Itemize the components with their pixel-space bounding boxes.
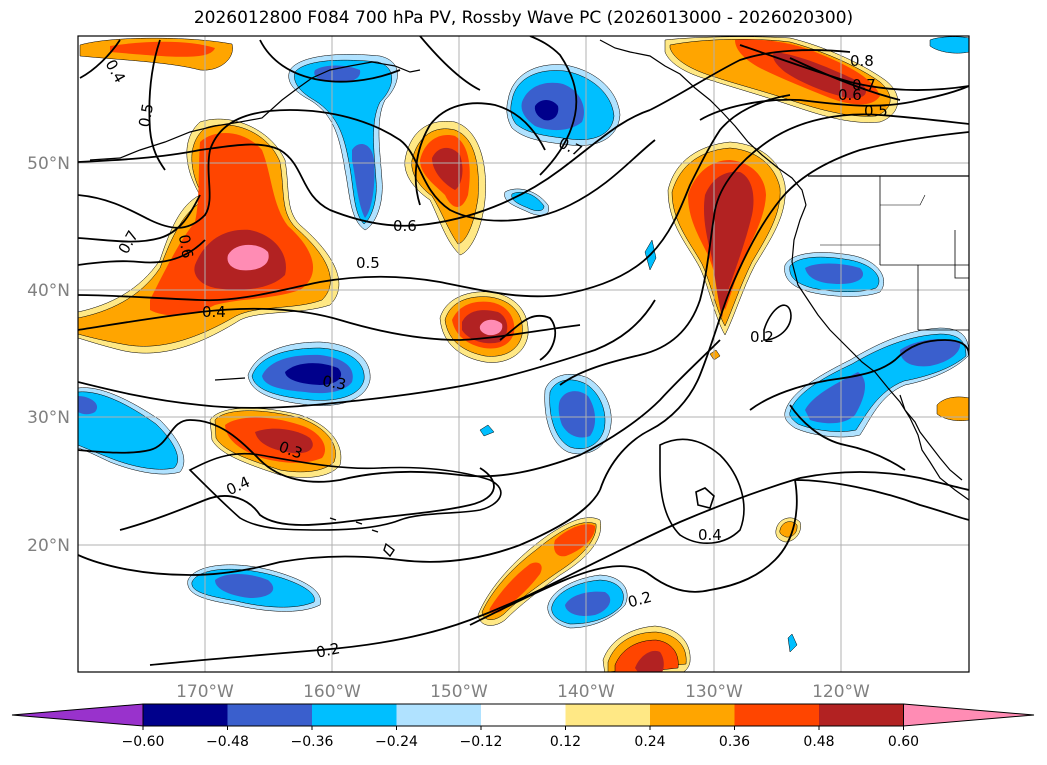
lon-label-140w: 140°W [557,682,615,702]
coastlines [89,39,969,558]
contour [649,49,851,111]
contour [78,489,601,576]
colorbar-tick-label: 0.24 [634,734,665,750]
colorbar-segment [734,704,819,726]
colorbar-tick-label: 0.36 [719,734,750,750]
lat-label-20n: 20°N [27,536,70,556]
map-title: 2026012800 F084 700 hPa PV, Rossby Wave … [193,8,854,28]
shade-negative [479,424,495,437]
colorbar-segment [819,704,904,726]
coastline-bc [599,39,807,206]
contour-label: 0.8 [850,52,874,70]
colorbar-segment [396,704,481,726]
colorbar-segment [650,704,735,726]
contour [749,339,969,411]
colorbar-extend-min [11,703,144,727]
lat-label-40n: 40°N [27,281,70,301]
contour [763,304,792,341]
gridlines [78,36,969,672]
contour-label: 0.2 [626,588,654,612]
colorbar-tick-label: 0.48 [803,734,834,750]
contour [469,479,798,626]
contour [78,94,791,302]
contour [739,44,969,91]
lon-label-160w: 160°W [303,682,361,702]
contour [789,57,901,101]
hawaii-islands [329,517,395,558]
contour [78,109,651,227]
colorbar-tick-label: −0.60 [122,734,165,750]
colorbar-segment [481,704,566,726]
map-frame [77,35,970,673]
contour [794,479,969,521]
contour [789,404,906,471]
colorbar-tick-label: −0.48 [206,734,249,750]
contour-label: 0.6 [175,233,197,260]
contour [499,314,557,361]
colorbar-tick-label: −0.36 [291,734,334,750]
coastline-baja [899,394,963,481]
contour [78,307,581,341]
contour [78,339,721,483]
contour [78,239,206,266]
contour-label: 0.2 [314,639,341,662]
contour-label: 0.7 [852,76,876,94]
lon-label-120w: 120°W [812,682,870,702]
contour [79,39,121,79]
shading-layer [78,36,969,672]
contour [699,85,969,121]
contour [149,477,801,666]
lat-label-50n: 50°N [27,154,70,174]
pv-contours [78,36,969,666]
map-plot-area: 0.4 0.5 0.7 0.6 0.6 0.5 0.4 0.7 0.8 0.7 … [78,36,969,672]
contour [259,39,401,83]
contour [659,438,745,545]
contour [419,36,481,91]
shade-negative [929,36,969,54]
lon-label-130w: 130°W [685,682,743,702]
contour [414,102,546,206]
contour-label: 0.6 [838,86,862,104]
contour-label: 0.5 [864,102,888,120]
colorbar: −0.60 −0.48 −0.36 −0.24 −0.12 0.12 0.24 0.36 0.4… [11,703,1035,750]
contour [529,36,578,176]
colorbar-tick-label: −0.24 [375,734,418,750]
contour [119,467,495,531]
contour-label: 0.5 [356,254,380,272]
contour-label: 0.4 [202,303,226,321]
contour-label: 0.6 [393,217,417,235]
contour [188,452,502,531]
contour [599,131,969,491]
colorbar-segment [227,704,312,726]
contour [78,194,201,243]
colorbar-tick-label: 0.12 [550,734,581,750]
contour [148,39,166,171]
lon-label-170w: 170°W [176,682,234,702]
contour-label: 0.3 [321,372,348,394]
coastline-us-west [791,204,969,501]
colorbar-frame [142,703,904,727]
lon-label-150w: 150°W [430,682,488,702]
contour-label: 0.4 [698,526,722,544]
colorbar-tick-label: −0.12 [460,734,503,750]
contour [559,113,969,386]
contour [799,471,969,491]
colorbar-segment [312,704,397,726]
colorbar-segment [143,704,228,726]
contour [78,109,656,229]
lat-label-30n: 30°N [27,408,70,428]
latitude-labels: 50°N 40°N 30°N 20°N [27,154,70,556]
colorbar-tick-label: 0.60 [888,734,919,750]
contour-label: 0.5 [135,102,157,129]
contour-label: 0.2 [750,328,774,346]
colorbar-extend-max [903,703,1035,727]
contour [78,299,656,409]
coastline-alaska [89,61,421,161]
longitude-labels: 170°W 160°W 150°W 140°W 130°W 120°W [176,682,870,702]
colorbar-segment [565,704,650,726]
